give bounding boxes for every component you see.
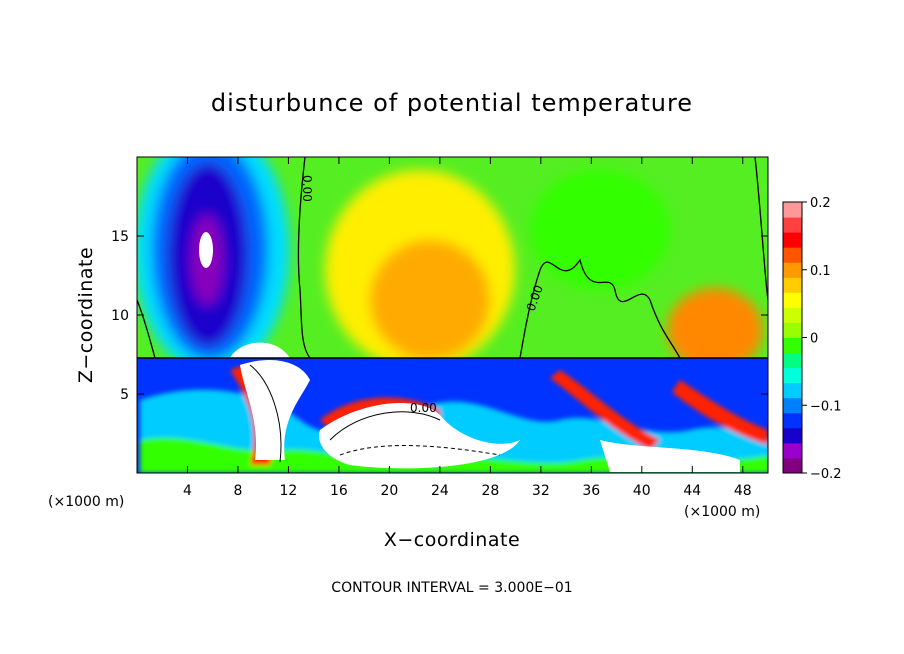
x-tick-label: 20 xyxy=(380,483,398,499)
x-axis-label: X−coordinate xyxy=(384,529,520,551)
warm-anomaly-inner xyxy=(370,240,490,360)
colorbar-swatch xyxy=(783,322,802,338)
colorbar: 0.2 0.1 0 −0.1 −0.2 xyxy=(782,196,842,482)
colorbar-swatch xyxy=(783,442,802,459)
x-tick-label: 48 xyxy=(734,483,752,499)
y-tick-label: 10 xyxy=(111,308,129,324)
colorbar-swatch xyxy=(783,427,802,444)
y-axis-label: Z−coordinate xyxy=(75,247,97,383)
colorbar-swatch xyxy=(783,337,802,354)
y-tick-label: 15 xyxy=(111,229,129,245)
colorbar-tick-label: 0.2 xyxy=(810,196,831,211)
colorbar-tick-label: −0.2 xyxy=(810,467,842,482)
colorbar-swatch xyxy=(783,277,802,293)
contour-lower-dashed xyxy=(339,445,501,456)
x-unit-left: (×1000 m) xyxy=(48,494,124,510)
colorbar-tick-label: 0 xyxy=(810,332,818,347)
x-tick-label: 16 xyxy=(330,483,348,499)
x-tick-label: 36 xyxy=(582,483,600,499)
chart-title: disturbunce of potential temperature xyxy=(211,89,693,117)
x-tick-label: 24 xyxy=(431,483,449,499)
colorbar-swatch xyxy=(783,217,802,233)
contour-zero-northwest xyxy=(137,299,156,359)
colorbar-swatch xyxy=(783,367,802,384)
x-tick-label: 32 xyxy=(532,483,550,499)
contour-interval-note: CONTOUR INTERVAL = 3.000E−01 xyxy=(331,580,572,596)
y-tick-label: 5 xyxy=(120,387,129,403)
colorbar-swatch xyxy=(783,397,802,414)
plot-area: 0.00 0.00 0.00 xyxy=(137,157,768,473)
colorbar-tick-label: −0.1 xyxy=(810,399,842,414)
colorbar-swatch xyxy=(783,262,802,278)
red-filament-4 xyxy=(672,380,768,445)
colorbar-swatch xyxy=(783,247,802,263)
white-region-2 xyxy=(319,403,520,469)
contour-lower-1 xyxy=(249,364,282,463)
red-filament-3 xyxy=(550,370,660,450)
white-region-3 xyxy=(600,440,740,472)
contour-zero-far-east xyxy=(754,157,768,301)
contour-zero-east xyxy=(519,258,681,359)
colorbar-swatch xyxy=(783,382,802,399)
x-tick-label: 8 xyxy=(233,483,242,499)
x-unit-right: (×1000 m) xyxy=(684,504,760,520)
y-ticks: 5 10 15 xyxy=(111,229,768,403)
x-tick-label: 12 xyxy=(280,483,298,499)
colorbar-swatch xyxy=(783,307,802,323)
colorbar-swatch xyxy=(783,457,802,474)
cold-core-white xyxy=(199,232,213,268)
x-tick-label: 44 xyxy=(683,483,701,499)
green-patch xyxy=(530,170,670,290)
colorbar-swatch xyxy=(783,232,802,248)
colorbar-swatch xyxy=(783,202,802,218)
warm-anomaly-east xyxy=(667,288,763,372)
colorbar-swatch xyxy=(783,352,802,369)
colorbar-tick-label: 0.1 xyxy=(810,264,831,279)
x-tick-label: 28 xyxy=(481,483,499,499)
contour-lower-2 xyxy=(329,411,441,441)
white-bump xyxy=(230,342,290,358)
contour-label-3: 0.00 xyxy=(410,401,437,415)
x-tick-label: 40 xyxy=(633,483,651,499)
white-region-1 xyxy=(240,360,310,460)
colorbar-swatch xyxy=(783,292,802,308)
colorbar-swatch xyxy=(783,412,802,429)
x-tick-label: 4 xyxy=(183,483,192,499)
contour-zero-west xyxy=(297,157,311,359)
x-ticks: 4 8 12 16 20 24 28 32 36 40 44 48 xyxy=(183,157,752,499)
contour-label-1: 0.00 xyxy=(300,175,314,202)
